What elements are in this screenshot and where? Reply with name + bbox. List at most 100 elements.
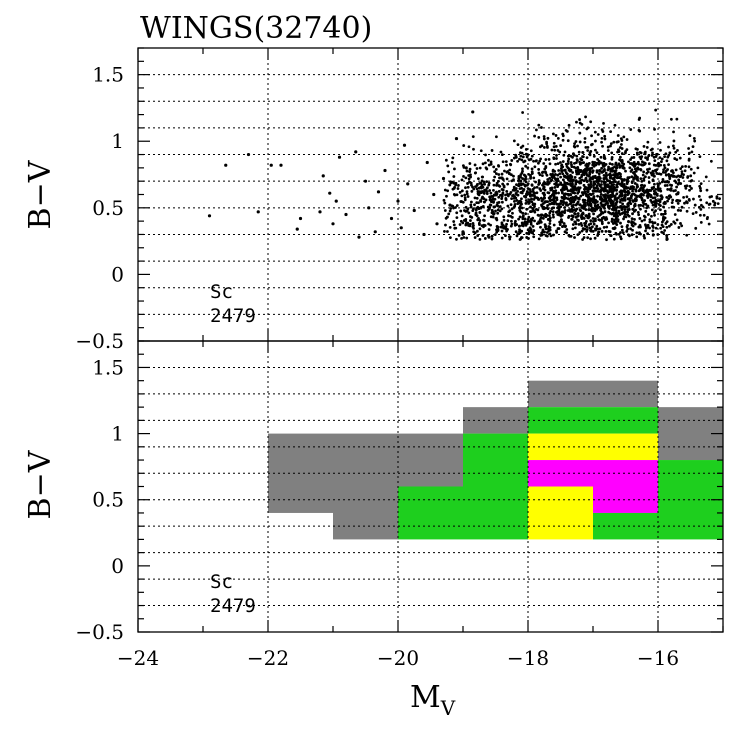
scatter-point [612,237,616,241]
scatter-point [643,218,646,222]
scatter-point [512,174,515,178]
scatter-point [621,166,625,170]
scatter-point [692,197,695,201]
scatter-point [654,198,658,202]
scatter-point [467,145,471,149]
scatter-point [531,187,535,191]
scatter-point [614,203,618,207]
scatter-point [600,128,604,132]
bottom-y-tick-labels: −0.5 0 0.5 1 1.5 [75,355,124,644]
scatter-point [718,197,721,201]
scatter-point [571,152,575,156]
scatter-point [521,189,525,193]
scatter-point [529,227,533,231]
scatter-point [574,222,578,226]
scatter-point [505,163,508,167]
scatter-point [491,197,495,201]
scatter-point [716,202,720,205]
scatter-point [610,217,614,221]
scatter-point [468,215,472,218]
scatter-point [583,203,587,206]
scatter-point [557,205,561,208]
scatter-point [612,180,615,184]
scatter-point [492,183,496,187]
scatter-point [556,173,560,177]
scatter-point [586,187,590,191]
scatter-point [543,223,547,226]
scatter-point [246,152,251,157]
scatter-point [521,144,525,148]
scatter-point [513,204,517,208]
scatter-point [546,227,550,231]
scatter-point [626,197,630,201]
scatter-point [376,190,381,194]
scatter-point [608,204,611,208]
scatter-point [601,162,605,166]
chart-title: WINGS(32740) [140,11,372,46]
scatter-point [678,199,682,203]
x-axis-label: MV [410,680,456,720]
scatter-point [446,189,450,193]
scatter-point [462,231,465,235]
scatter-point [639,157,643,161]
scatter-point [615,176,619,180]
scatter-point [586,145,590,149]
scatter-point [561,172,565,176]
scatter-point [582,179,586,183]
heatmap-cell-gray [398,433,463,487]
scatter-point [490,149,494,152]
scatter-point [483,224,487,227]
scatter-point [482,181,486,184]
scatter-point [683,169,687,173]
scatter-point [592,186,596,190]
scatter-point [505,177,509,181]
scatter-point [556,177,560,181]
scatter-point [518,215,522,219]
scatter-point [495,203,499,207]
scatter-point [570,176,573,179]
scatter-point [539,220,543,224]
scatter-point [501,191,505,195]
scatter-point [518,224,521,228]
scatter-point [529,149,533,153]
scatter-point [626,213,630,217]
scatter-point [482,197,486,200]
scatter-point [619,194,623,198]
scatter-point [295,227,299,231]
scatter-point [522,173,526,177]
scatter-point [665,234,669,237]
scatter-point [555,181,558,185]
scatter-point [539,157,543,161]
scatter-point [491,215,495,219]
scatter-point [504,234,507,238]
scatter-point [502,185,506,189]
scatter-point [446,230,449,233]
scatter-point [452,186,456,190]
scatter-point [591,189,595,193]
scatter-point [577,190,581,194]
scatter-point [670,201,674,205]
scatter-point [462,236,466,239]
scatter-point [599,190,603,194]
top-scatter-points [207,108,721,242]
scatter-point [524,212,528,216]
scatter-point [505,189,509,193]
scatter-point [600,203,604,207]
scatter-point [492,179,496,182]
scatter-point [471,221,475,225]
scatter-point [606,202,609,205]
scatter-point [506,204,510,208]
scatter-point [614,197,618,201]
scatter-point [473,196,477,200]
scatter-point [630,221,633,225]
scatter-point [508,162,512,166]
bottom-y-axis-label: B−V [23,449,58,519]
x-tick-label: −18 [507,646,549,670]
scatter-point [519,154,523,158]
scatter-point [676,202,680,205]
scatter-point [575,154,579,158]
scatter-point [477,221,481,225]
scatter-point [620,228,624,232]
scatter-point [545,173,549,177]
scatter-point [705,188,709,192]
